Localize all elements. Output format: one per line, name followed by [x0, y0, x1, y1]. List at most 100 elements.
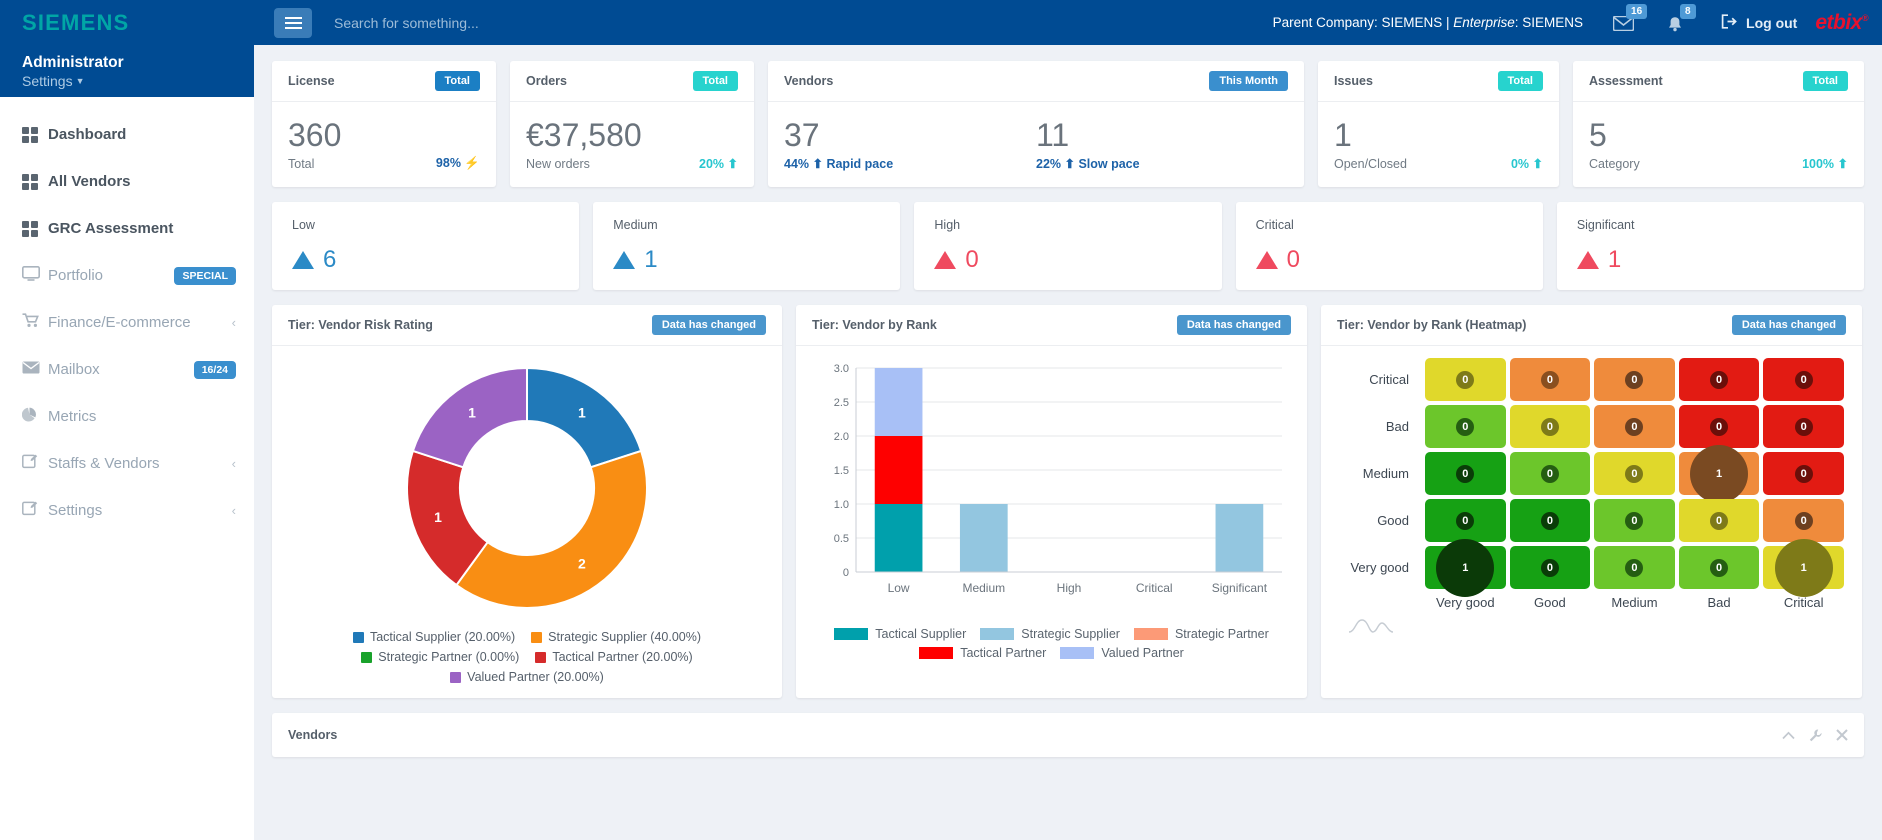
heatmap-cell[interactable]: 0	[1509, 546, 1591, 589]
legend-item[interactable]: Tactical Partner (20.00%)	[535, 650, 693, 664]
chevron-left-icon[interactable]: ‹	[231, 503, 236, 518]
heatmap-cell[interactable]: 1	[1425, 538, 1506, 597]
data-changed-badge[interactable]: Data has changed	[651, 315, 766, 335]
sidebar-item-label: GRC Assessment	[48, 220, 174, 237]
heatmap-cell[interactable]: 0	[1678, 499, 1760, 542]
legend-item[interactable]: Strategic Partner	[1133, 627, 1269, 641]
heatmap-row-label: Critical	[1369, 372, 1409, 387]
sidebar-item-finance-e-commerce[interactable]: Finance/E-commerce ‹	[0, 299, 254, 346]
bar-segment[interactable]	[874, 504, 923, 572]
heatmap-cell[interactable]: 0	[1594, 546, 1675, 589]
heatmap-cell[interactable]: 0	[1594, 405, 1675, 448]
wrench-icon[interactable]	[1809, 729, 1822, 742]
kpi-title: Vendors	[784, 74, 834, 88]
chevron-left-icon[interactable]: ‹	[231, 315, 236, 330]
heatmap-bubble: 0	[1456, 370, 1475, 389]
bar-segment[interactable]	[874, 368, 923, 436]
severity-card-medium[interactable]: Medium 1	[593, 202, 901, 290]
heatmap-column-label: Very good	[1436, 595, 1495, 610]
severity-card-critical[interactable]: Critical 0	[1235, 202, 1543, 290]
legend-item[interactable]: Tactical Supplier (20.00%)	[352, 630, 515, 644]
heatmap-cell-value: 0	[1800, 420, 1807, 433]
severity-card-low[interactable]: Low 6	[272, 202, 580, 290]
heatmap-cell[interactable]: 0	[1594, 358, 1675, 401]
heatmap-row-label: Very good	[1350, 560, 1409, 575]
pie-icon	[21, 407, 37, 427]
heatmap-grid[interactable]: Critical 0 0 0 0 0 Bad 0 0 0 0 0 Medium 0 0 0 1 0 Good 0 0 0 0…	[1321, 346, 1862, 597]
kpi-card-license[interactable]: License Total 360 Total 98% ⚡	[272, 61, 496, 187]
sidebar-item-label: Finance/E-commerce	[48, 314, 191, 331]
kpi-card-issues[interactable]: Issues Total 1 Open/Closed 0% ⬆	[1318, 61, 1559, 187]
panel-title: Tier: Vendor by Rank (Heatmap)	[1337, 318, 1527, 332]
heatmap-cell[interactable]: 0	[1678, 546, 1760, 589]
logout-button[interactable]: Log out	[1721, 13, 1797, 32]
heatmap-cell[interactable]: 1	[1678, 444, 1760, 503]
hamburger-menu-icon[interactable]	[274, 7, 312, 38]
sidebar-item-grc-assessment[interactable]: GRC Assessment	[0, 205, 254, 252]
kpi-delta: 0% ⬆	[1510, 157, 1543, 171]
bar-segment[interactable]	[959, 504, 1008, 572]
data-changed-badge[interactable]: Data has changed	[1731, 315, 1846, 335]
notifications-button[interactable]: 8	[1667, 3, 1696, 31]
sidebar-item-dashboard[interactable]: Dashboard	[0, 111, 254, 158]
panel-header: Vendors	[272, 713, 1864, 757]
severity-card-high[interactable]: High 0	[914, 202, 1222, 290]
sidebar-user-settings[interactable]: Settings ▼	[22, 72, 232, 91]
heatmap-cell[interactable]: 0	[1509, 499, 1591, 542]
heatmap-cell[interactable]: 0	[1594, 452, 1675, 495]
chevron-left-icon[interactable]: ‹	[231, 456, 236, 471]
kpi-tag: Total	[692, 71, 738, 91]
sidebar-item-portfolio[interactable]: Portfolio SPECIAL	[0, 252, 254, 299]
donut-slice[interactable]	[411, 366, 528, 469]
heatmap-cell[interactable]: 0	[1425, 452, 1506, 495]
kpi-card-vendors[interactable]: Vendors This Month 37 44% ⬆ Rapid pace 1…	[768, 61, 1304, 187]
heatmap-bubble: 0	[1794, 417, 1813, 436]
legend-item[interactable]: Tactical Supplier	[834, 627, 966, 641]
etbix-product-logo[interactable]: etbix®	[1815, 11, 1868, 35]
legend-item[interactable]: Tactical Partner	[919, 646, 1046, 660]
heatmap-cell[interactable]: 0	[1425, 358, 1506, 401]
heatmap-cell[interactable]: 0	[1594, 499, 1675, 542]
chevron-up-icon[interactable]	[1782, 731, 1795, 740]
legend-item[interactable]: Strategic Supplier (40.00%)	[531, 630, 701, 644]
heatmap-cell[interactable]: 0	[1425, 405, 1506, 448]
legend-item[interactable]: Valued Partner	[1060, 646, 1184, 660]
heatmap-cell-value: 0	[1462, 420, 1469, 433]
heatmap-cell[interactable]: 1	[1763, 538, 1844, 597]
sidebar-item-all-vendors[interactable]: All Vendors	[0, 158, 254, 205]
severity-value: 6	[323, 246, 337, 273]
data-changed-badge[interactable]: Data has changed	[1176, 315, 1291, 335]
mail-button[interactable]: 16	[1613, 3, 1648, 31]
severity-card-significant[interactable]: Significant 1	[1556, 202, 1865, 290]
legend-item[interactable]: Valued Partner (20.00%)	[450, 670, 604, 684]
kpi-pace-label: Slow pace	[1078, 157, 1140, 171]
heatmap-cell[interactable]: 0	[1763, 358, 1844, 401]
bar-segment[interactable]	[874, 436, 923, 504]
donut-chart[interactable]: 1 2 1 1	[272, 346, 782, 624]
heatmap-cell[interactable]: 0	[1509, 405, 1591, 448]
search-input[interactable]	[334, 7, 684, 38]
heatmap-cell[interactable]: 0	[1763, 452, 1844, 495]
close-icon[interactable]	[1836, 729, 1848, 741]
heatmap-cell-value: 0	[1716, 373, 1723, 386]
heatmap-cell[interactable]: 0	[1678, 405, 1760, 448]
bar-chart[interactable]: 0 0.5 1.0 1.5 2.0 2.5 3.0 Low Medium High Critical…	[796, 346, 1307, 623]
sidebar-item-settings[interactable]: Settings ‹	[0, 487, 254, 534]
heatmap-cell[interactable]: 0	[1425, 499, 1506, 542]
bar-segment[interactable]	[1215, 504, 1264, 572]
sidebar-item-metrics[interactable]: Metrics	[0, 393, 254, 440]
heatmap-cell[interactable]: 0	[1763, 405, 1844, 448]
sidebar-user-block[interactable]: Administrator Settings ▼	[0, 45, 254, 97]
sidebar-item-staffs-vendors[interactable]: Staffs & Vendors ‹	[0, 440, 254, 487]
legend-item[interactable]: Strategic Partner (0.00%)	[361, 650, 519, 664]
sidebar-item-mailbox[interactable]: Mailbox 16/24	[0, 346, 254, 393]
heatmap-cell[interactable]: 0	[1763, 499, 1844, 542]
kpi-card-assessment[interactable]: Assessment Total 5 Category 100% ⬆	[1573, 61, 1864, 187]
kpi-card-orders[interactable]: Orders Total €37,580 New orders 20% ⬆	[510, 61, 754, 187]
heatmap-bubble: 1	[1774, 538, 1833, 597]
legend-item[interactable]: Strategic Supplier	[980, 627, 1120, 641]
heatmap-cell[interactable]: 0	[1509, 358, 1591, 401]
heatmap-cell[interactable]: 0	[1678, 358, 1760, 401]
heatmap-cell[interactable]: 0	[1509, 452, 1591, 495]
donut-slice[interactable]	[455, 449, 648, 609]
